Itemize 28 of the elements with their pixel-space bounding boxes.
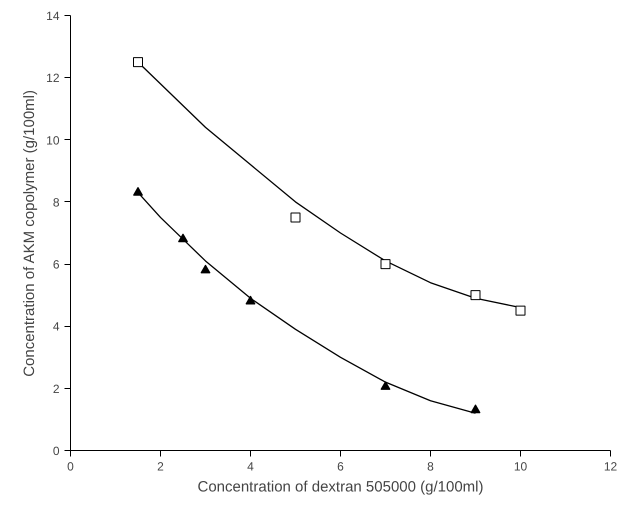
point bbox=[470, 290, 480, 300]
y-tick-label: 12 bbox=[46, 71, 60, 86]
y-axis-title: Concentration of AKM copolymer (g/100ml) bbox=[21, 90, 38, 377]
point bbox=[178, 234, 188, 242]
y-tick-label: 14 bbox=[46, 9, 60, 23]
point bbox=[246, 296, 256, 304]
y-tick-label: 0 bbox=[52, 444, 60, 458]
y-tick-label: 4 bbox=[52, 320, 60, 334]
x-axis-title: Concentration of dextran 505000 (g/100ml) bbox=[197, 478, 484, 496]
x-tick-label: 10 bbox=[514, 460, 528, 474]
x-tick-label: 6 bbox=[337, 460, 344, 474]
x-tick-label: 4 bbox=[247, 460, 254, 474]
y-tick-label: 2 bbox=[52, 382, 60, 396]
x-tick-label: 2 bbox=[157, 460, 164, 474]
point bbox=[380, 259, 390, 270]
x-tick-label: 12 bbox=[604, 460, 618, 474]
y-tick-label: 6 bbox=[52, 258, 60, 272]
y-tick-label: 8 bbox=[52, 195, 60, 210]
point bbox=[516, 306, 526, 316]
y-tick-label: 10 bbox=[46, 133, 60, 148]
point bbox=[200, 264, 210, 274]
point bbox=[290, 212, 300, 222]
point bbox=[470, 404, 480, 414]
point bbox=[380, 381, 390, 390]
x-tick-label: 0 bbox=[67, 460, 74, 474]
point bbox=[133, 186, 143, 196]
point bbox=[133, 57, 143, 68]
x-tick-label: 8 bbox=[427, 460, 434, 474]
